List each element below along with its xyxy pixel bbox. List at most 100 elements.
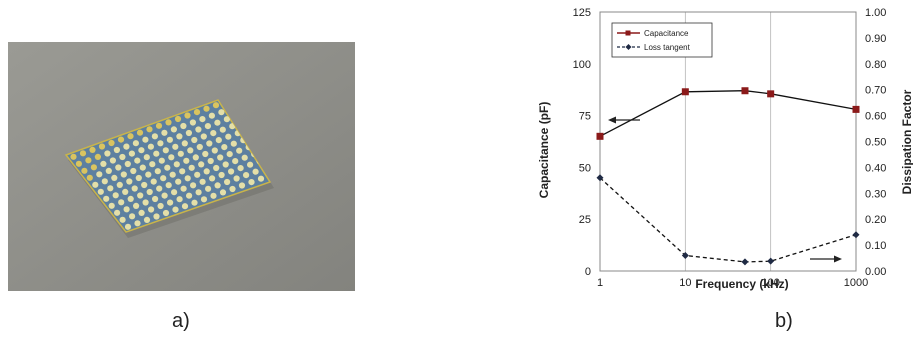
electrode-dot [145, 171, 152, 178]
electrode-dot [217, 154, 224, 161]
electrode-dot [181, 203, 189, 210]
electrode-dot [70, 153, 77, 160]
electrode-dot [167, 199, 174, 206]
x-tick-label: 100 [761, 277, 779, 289]
electrode-dot [122, 188, 129, 195]
electrode-dot [131, 185, 138, 192]
electrode-dot [184, 175, 191, 182]
electrode-dot [153, 150, 160, 157]
electrode-dot [86, 174, 93, 181]
x-axis-ticks: 1 10 100 1000 [597, 277, 868, 289]
y2-tick-label: 0.40 [865, 162, 886, 174]
electrode-dot [147, 143, 154, 150]
electrode-dot [135, 174, 142, 182]
electrode-dot [108, 202, 115, 209]
electrode-dot [192, 154, 199, 161]
electrode-dot [223, 116, 230, 123]
electrode-dot [257, 175, 265, 182]
data-point-loss-tangent [741, 258, 749, 266]
y2-tick-label: 0.80 [865, 59, 886, 71]
electrode-dot [180, 185, 187, 192]
electrode-dot [206, 140, 213, 147]
electrode-dot [203, 105, 210, 112]
electrode-dot [169, 171, 176, 178]
data-point-capacitance [741, 87, 749, 95]
electrode-dot [141, 181, 148, 189]
electrode-dot [181, 140, 188, 147]
electrode-dot [173, 161, 180, 168]
electrode-dot [89, 146, 96, 153]
electrode-dot [128, 150, 135, 157]
electrode-dot [156, 185, 163, 192]
y2-tick-label: 0.90 [865, 33, 886, 45]
electrode-dot [161, 192, 168, 199]
electrode-dot [157, 140, 164, 147]
electrode-dot [138, 147, 145, 154]
electrode-dot [119, 216, 126, 223]
electrode-dot [176, 196, 183, 203]
electrode-dot [168, 154, 175, 161]
electrode-dot [138, 209, 145, 216]
electrode-dot [174, 115, 182, 123]
electrode-dot [224, 178, 231, 186]
electrode-dot [211, 147, 218, 154]
electrode-dot [143, 154, 150, 161]
electrode-dot [180, 122, 187, 130]
electrode-dot [219, 126, 226, 133]
electrode-dot [247, 161, 254, 168]
electrode-dot [190, 182, 197, 189]
electrode-dot [219, 189, 227, 196]
left-axis-arrow [608, 116, 640, 124]
electrode-dot [123, 206, 130, 213]
electrode-dot [97, 188, 104, 195]
legend-box [611, 22, 713, 58]
electrode-dot [81, 167, 88, 174]
electrode-dot [200, 196, 208, 203]
data-point-loss-tangent [852, 231, 860, 239]
right-axis-arrow [810, 255, 842, 263]
electrode-dot [100, 160, 107, 167]
electrode-dot [210, 130, 217, 137]
electrode-dot [199, 178, 206, 185]
electrode-dot [109, 157, 116, 164]
electrode-dot [186, 192, 193, 199]
electrode-dot [230, 140, 237, 147]
y-tick-label: 0 [585, 266, 591, 278]
y-tick-label: 125 [573, 7, 591, 19]
electrode-dot [129, 213, 136, 220]
electrode-dot [171, 189, 178, 196]
electrode-dot [85, 157, 92, 164]
electrode-dot [187, 147, 194, 154]
electrode-dot [161, 129, 168, 136]
electrode-dot [165, 119, 172, 126]
electrode-dot [152, 195, 159, 203]
electrode-dot [154, 168, 161, 175]
left-axis-ticks: 0 25 50 75 100 125 [573, 7, 591, 278]
electrode-dot [218, 109, 225, 116]
electrode-dot [162, 209, 170, 217]
x-tick-label: 1 [597, 277, 603, 289]
capacitance-chart: 0 25 50 75 100 125 0.00 0.10 0.20 0.30 0.40 0.50 0.… [480, 0, 913, 300]
electrode-dot [185, 129, 192, 137]
electrode-dot [137, 192, 144, 199]
electrode-dot [104, 150, 111, 157]
electrode-dot [175, 178, 182, 185]
electrode-dot [191, 136, 198, 144]
electrode-dot [213, 164, 220, 172]
electrode-dot [164, 164, 171, 171]
electrode-dot [179, 168, 186, 175]
legend-loss-marker [625, 44, 632, 50]
electrode-dot [118, 199, 125, 206]
legend-capacitance-marker [625, 30, 631, 36]
electrode-dot [150, 178, 157, 185]
electrode-dot [176, 133, 183, 140]
electrode-dot [98, 143, 106, 150]
electrode-dot [205, 185, 212, 192]
electrode-dot [123, 143, 130, 150]
electrode-dot [142, 136, 149, 143]
electrode-dot [124, 160, 131, 168]
series-line-capacitance [599, 90, 857, 137]
electrode-dot [146, 188, 153, 196]
electrode-dot [124, 223, 132, 230]
data-point-capacitance [681, 88, 689, 96]
